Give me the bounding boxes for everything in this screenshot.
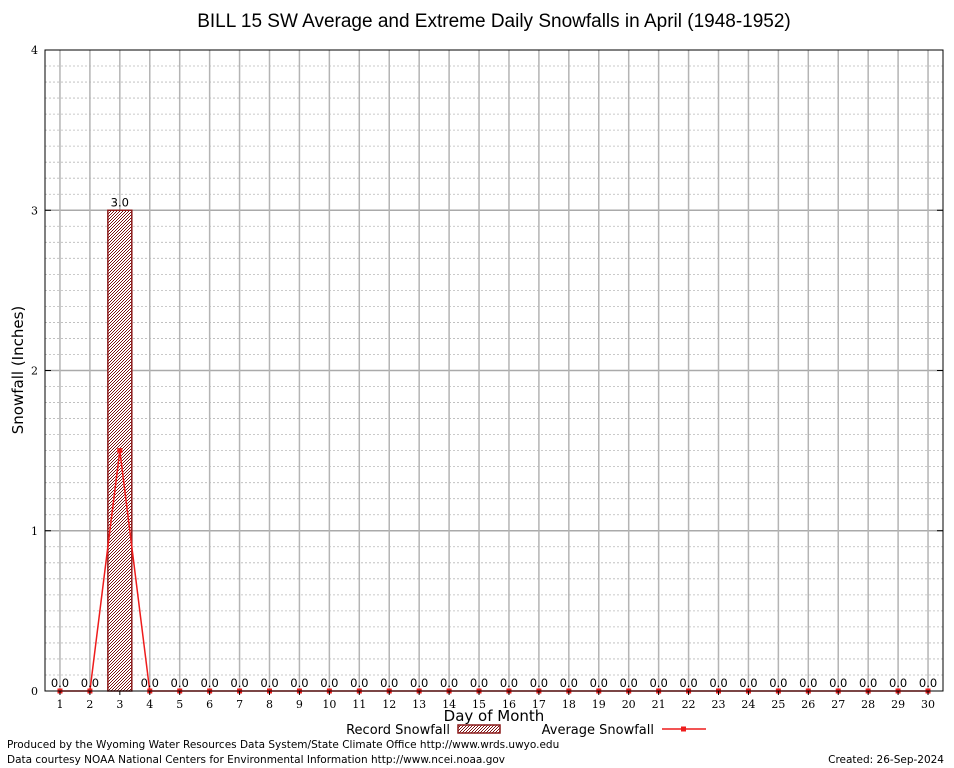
record-value-label: 0.0 [829, 676, 847, 690]
legend-average-marker [681, 726, 686, 732]
record-value-label: 0.0 [260, 676, 278, 690]
x-tick-label: 1 [56, 698, 63, 711]
x-tick-label: 9 [296, 698, 303, 711]
record-value-label: 0.0 [560, 676, 578, 690]
x-tick-label: 10 [322, 698, 336, 711]
data-labels: 0.0 0.0 3.0 0.0 0.0 0.0 0.0 0.0 0.0 0.0 0.0 0.0 0.0 0… [51, 195, 937, 690]
x-tick-label: 26 [801, 698, 815, 711]
record-value-label: 0.0 [230, 676, 248, 690]
average-line [59, 450, 929, 692]
record-value-label: 0.0 [141, 676, 159, 690]
y-tick-label: 4 [31, 44, 38, 57]
record-value-label: 0.0 [440, 676, 458, 690]
x-tick-label: 30 [921, 698, 935, 711]
x-tick-label: 24 [741, 698, 755, 711]
record-value-label: 0.0 [620, 676, 638, 690]
grid-lines [45, 50, 943, 691]
x-tick-label: 3 [116, 698, 123, 711]
y-tick-label: 1 [31, 525, 38, 538]
record-value-label: 0.0 [739, 676, 757, 690]
y-axis-label: Snowfall (Inches) [9, 306, 27, 434]
record-value-label: 0.0 [709, 676, 727, 690]
x-tick-label: 2 [86, 698, 93, 711]
legend: Record Snowfall Average Snowfall [346, 723, 706, 738]
x-tick-label: 28 [861, 698, 875, 711]
x-tick-label: 12 [382, 698, 396, 711]
x-tick-label: 16 [502, 698, 516, 711]
record-value-label: 0.0 [590, 676, 608, 690]
record-value-label: 0.0 [500, 676, 518, 690]
legend-average-label: Average Snowfall [542, 723, 654, 738]
x-tick-label: 4 [146, 698, 153, 711]
record-value-label: 0.0 [769, 676, 787, 690]
footer-produced-by: Produced by the Wyoming Water Resources … [7, 739, 559, 751]
record-value-label: 0.0 [171, 676, 189, 690]
x-tick-label: 14 [442, 698, 456, 711]
y-tick-label: 0 [31, 685, 38, 698]
legend-record-swatch [457, 724, 501, 734]
footer-data-courtesy: Data courtesy NOAA National Centers for … [7, 754, 505, 766]
x-tick-label: 22 [682, 698, 696, 711]
x-tick-label: 7 [236, 698, 243, 711]
record-value-label: 0.0 [380, 676, 398, 690]
x-tick-label: 20 [622, 698, 636, 711]
x-tick-label: 18 [562, 698, 576, 711]
record-value-label: 0.0 [470, 676, 488, 690]
record-value-label: 0.0 [799, 676, 817, 690]
footer-created: Created: 26-Sep-2024 [828, 754, 944, 766]
y-tick-label: 3 [31, 204, 38, 217]
x-tick-label: 6 [206, 698, 213, 711]
record-value-label: 0.0 [51, 676, 69, 690]
record-value-label: 0.0 [649, 676, 667, 690]
x-tick-label: 21 [652, 698, 666, 711]
x-tick-label: 13 [412, 698, 426, 711]
record-value-label: 0.0 [530, 676, 548, 690]
legend-record-label: Record Snowfall [346, 723, 450, 738]
x-tick-label: 23 [712, 698, 726, 711]
record-value-label: 0.0 [290, 676, 308, 690]
record-value-label: 0.0 [350, 676, 368, 690]
x-tick-label: 29 [891, 698, 905, 711]
record-value-label: 0.0 [200, 676, 218, 690]
x-tick-label: 11 [352, 698, 366, 711]
record-value-label: 3.0 [111, 195, 129, 209]
record-value-label: 0.0 [81, 676, 99, 690]
x-tick-label: 8 [266, 698, 273, 711]
x-tick-label: 5 [176, 698, 183, 711]
x-axis-label: Day of Month [444, 707, 545, 725]
average-point [117, 448, 123, 454]
x-tick-label: 17 [532, 698, 546, 711]
line-series [57, 448, 931, 694]
record-value-label: 0.0 [889, 676, 907, 690]
record-value-label: 0.0 [859, 676, 877, 690]
record-value-label: 0.0 [320, 676, 338, 690]
record-value-label: 0.0 [410, 676, 428, 690]
y-tick-label: 2 [31, 365, 38, 378]
x-tick-label: 25 [771, 698, 785, 711]
x-tick-label: 19 [592, 698, 606, 711]
record-value-label: 0.0 [679, 676, 697, 690]
x-tick-label: 27 [831, 698, 845, 711]
x-tick-label: 15 [472, 698, 486, 711]
record-value-label: 0.0 [919, 676, 937, 690]
chart-title: BILL 15 SW Average and Extreme Daily Sno… [197, 11, 791, 32]
